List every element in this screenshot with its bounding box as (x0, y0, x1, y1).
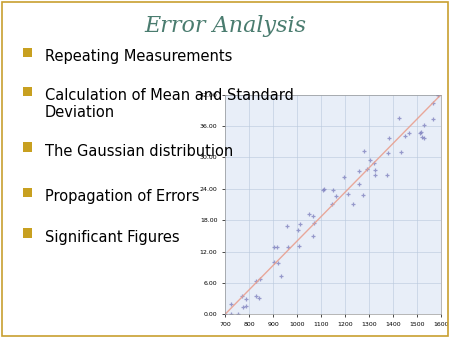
Point (385, 136, 392, 141)
Point (274, 260, 281, 265)
Point (421, 122, 428, 127)
Point (384, 173, 391, 178)
Point (255, 295, 262, 301)
Point (364, 166, 371, 172)
Text: Propagation of Errors: Propagation of Errors (45, 189, 199, 204)
Point (401, 133, 409, 139)
Point (243, 296, 250, 301)
Point (356, 182, 363, 187)
Point (429, 100, 436, 106)
Point (420, 136, 427, 141)
Point (418, 135, 426, 140)
Point (371, 161, 378, 166)
Text: Repeating Measurements: Repeating Measurements (45, 49, 232, 64)
Point (243, 304, 250, 309)
Point (333, 193, 340, 198)
Point (396, 116, 403, 121)
Point (295, 243, 302, 248)
Point (306, 211, 313, 216)
Point (227, 301, 234, 306)
Point (234, 312, 242, 317)
Point (360, 192, 367, 197)
Point (270, 244, 278, 250)
Text: Significant Figures: Significant Figures (45, 230, 180, 245)
Point (227, 312, 234, 317)
Point (360, 148, 367, 153)
Point (341, 174, 348, 179)
Point (372, 167, 379, 173)
Point (397, 149, 405, 154)
Point (256, 277, 263, 282)
Point (320, 187, 327, 192)
Text: The Gaussian distribution: The Gaussian distribution (45, 144, 233, 159)
Point (274, 244, 281, 250)
Point (253, 278, 260, 283)
Point (296, 221, 303, 227)
Point (344, 192, 351, 197)
Point (328, 201, 336, 207)
Point (418, 129, 425, 135)
Point (311, 221, 318, 226)
Point (405, 130, 413, 135)
Point (294, 227, 302, 233)
Point (283, 223, 290, 229)
Point (416, 130, 423, 136)
Point (252, 294, 260, 299)
Point (309, 214, 316, 219)
Point (238, 293, 246, 299)
Text: Calculation of Mean and Standard
Deviation: Calculation of Mean and Standard Deviati… (45, 88, 294, 120)
Point (278, 273, 285, 279)
Point (329, 188, 337, 193)
Point (349, 201, 356, 207)
Point (430, 116, 437, 121)
Point (435, 92, 442, 97)
Point (310, 233, 317, 238)
Point (355, 168, 362, 174)
Point (284, 245, 291, 250)
Point (239, 305, 247, 310)
Point (222, 312, 229, 317)
Text: Error Analysis: Error Analysis (144, 15, 306, 37)
Point (384, 150, 391, 155)
Point (319, 188, 326, 193)
Point (434, 92, 441, 97)
Point (367, 158, 374, 163)
Point (270, 259, 278, 264)
Point (371, 172, 378, 178)
